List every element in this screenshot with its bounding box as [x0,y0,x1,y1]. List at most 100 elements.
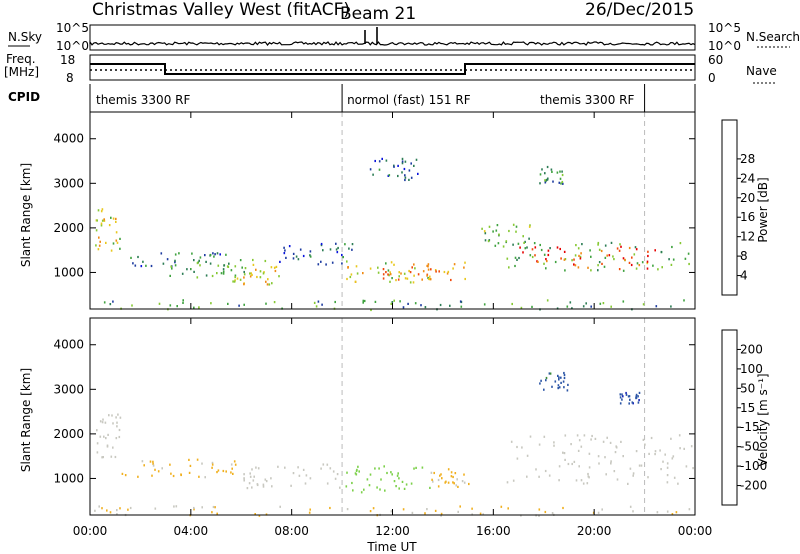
echo-region [481,223,531,248]
velocity-colorbar: -200 -100 -50 -15 15 50 100 200 [721,329,767,506]
echo-cell [519,246,521,249]
echo-cell [116,241,119,244]
colorbar-tick-label: 50 [740,381,755,395]
echo-cell [628,261,631,264]
echo-cell [110,216,112,219]
echo-cell [360,491,363,494]
echo-cell [543,253,546,256]
echo-cell [111,414,113,417]
echo-cell [647,476,649,479]
echo-cell [309,255,312,258]
echo-cell [96,219,98,222]
echo-cell [468,482,470,486]
cpid-segments: themis 3300 RF normol (fast) 151 RF themis… [96,84,646,112]
echo-cell [273,266,276,269]
echo-cell [243,479,245,482]
echo-cell [426,274,428,277]
echo-cell [520,306,523,309]
echo-cell [107,433,109,436]
echo-cell [166,258,169,261]
echo-cell [199,256,202,259]
echo-cell [329,248,332,251]
echo-cell [253,475,255,478]
echo-cell [538,514,540,517]
echo-cell [363,299,366,303]
echo-cell [548,474,551,477]
echo-cell [413,164,415,167]
echo-cell [103,301,106,304]
echo-cell [666,510,669,513]
echo-cell [254,513,256,516]
echo-cell [243,303,245,306]
echo-cell [523,241,525,244]
echo-cell [516,457,519,460]
echo-cell [531,305,533,308]
echo-cell [582,482,585,485]
echo-cell [193,270,195,273]
echo-cell [222,268,225,271]
echo-cell [180,473,182,477]
echo-cell [540,248,543,252]
echo-cell [502,245,505,248]
echo-cell [590,438,592,441]
echo-cell [234,279,236,282]
echo-cell [544,181,547,184]
date-title: 26/Dec/2015 [585,0,694,20]
echo-cell [463,266,465,269]
echo-cell [205,260,207,263]
echo-cell [426,264,428,267]
echo-cell [483,230,486,233]
echo-cell [551,385,553,388]
echo-cell [561,180,564,184]
echo-cell [105,437,107,440]
echo-cell [377,271,380,274]
echo-cell [577,247,580,250]
echo-cell [279,260,281,263]
echo-cell [243,270,245,274]
echo-cell [116,513,118,516]
echo-cell [174,261,176,264]
echo-cell [578,254,580,257]
echo-cell [236,277,239,280]
echo-cell [409,281,412,284]
echo-cell [98,236,100,239]
echo-cell [188,458,190,461]
echo-cell [507,507,509,510]
echo-cell [344,243,346,246]
echo-cell [118,435,121,439]
power-ylabel: Slant Range [km] [19,163,33,267]
echo-cell [629,505,632,508]
echo-cell [191,252,193,255]
echo-cell [479,512,482,515]
echo-cell [378,160,381,163]
echo-cell [329,467,332,470]
echo-cell [112,242,115,245]
echo-cell [430,268,432,271]
echo-cell [396,474,399,477]
echo-cell [357,465,359,468]
echo-cell [632,402,634,405]
echo-cell [212,252,214,255]
echo-cell [279,505,281,508]
echo-cell [309,477,312,480]
echo-cell [558,465,561,468]
echo-cell [511,302,513,306]
echo-cell [597,455,600,458]
echo-cell [227,302,229,305]
echo-cell [297,258,300,261]
echo-cell [217,264,220,267]
y-tick-label: 2000 [53,427,84,441]
echo-cell [387,273,389,276]
echo-cell [553,444,555,447]
echo-cell [385,271,387,274]
echo-cell [459,300,462,303]
echo-cell [152,462,154,465]
echo-cell [506,257,509,260]
echo-cell [606,254,608,257]
cpid-segment-label: themis 3300 RF [540,93,634,107]
echo-cell [443,270,446,274]
echo-cell [538,508,541,511]
echo-cell [488,225,491,228]
echo-cell [545,179,547,182]
echo-cell [115,437,118,440]
